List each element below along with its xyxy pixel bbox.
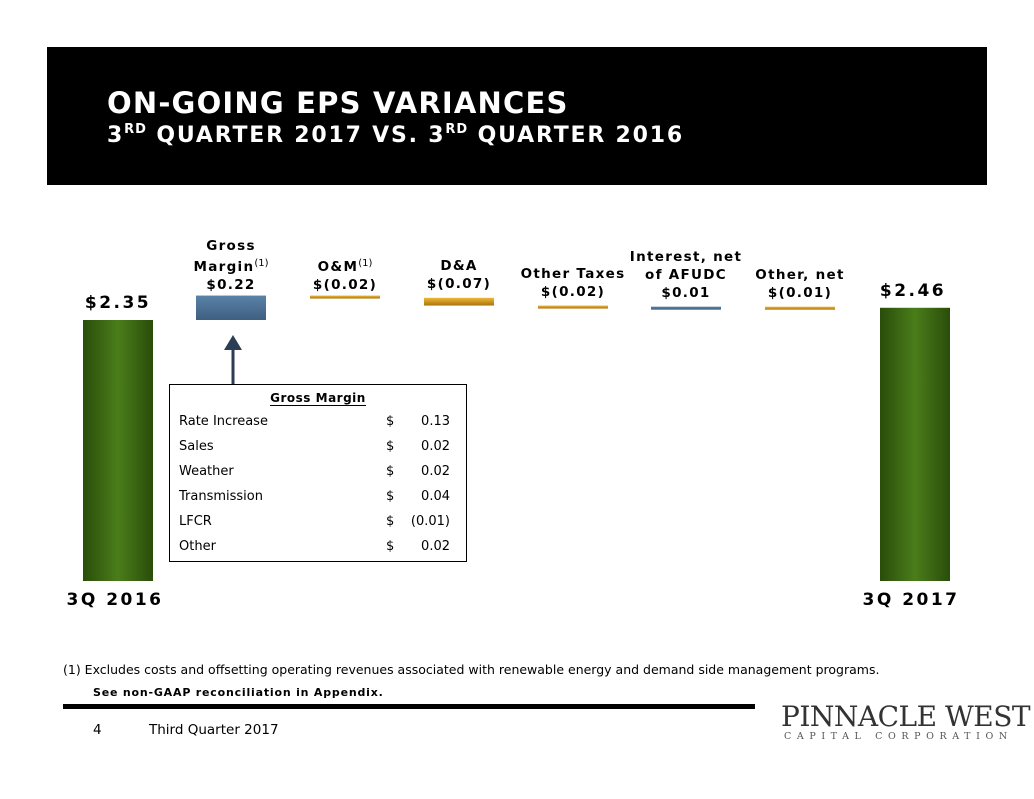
category-label-3q-2016: 3Q 2016	[66, 590, 163, 610]
breakdown-currency: $	[386, 464, 395, 479]
category-label-3q-2017: 3Q 2017	[862, 590, 959, 610]
breakdown-value: 0.02	[421, 439, 450, 454]
breakdown-currency: $	[386, 439, 395, 454]
footnote-marker: (1)	[358, 257, 373, 269]
breakdown-name: Rate Increase	[179, 414, 268, 429]
step-label-3: Other Taxes $(0.02)	[521, 265, 626, 301]
step-label-4: Interest, net of AFUDC $0.01	[630, 248, 743, 302]
bar-step-5	[765, 306, 835, 310]
title-banner	[47, 47, 987, 185]
non-gaap-note: See non-GAAP reconciliation in Appendix.	[93, 686, 384, 699]
breakdown-name: LFCR	[179, 514, 212, 529]
value-label-3q-2017: $2.46	[880, 281, 946, 301]
breakdown-row: Weather $0.02	[170, 464, 466, 484]
step-name-line: O&M	[317, 258, 359, 275]
company-logo: PINNACLE WEST	[781, 700, 1031, 733]
gross-margin-breakdown-box: Gross Margin Rate Increase $0.13 Sales $0.0…	[169, 384, 467, 562]
breakdown-row: Other $0.02	[170, 539, 466, 559]
step-value: $(0.01)	[767, 284, 833, 301]
breakdown-value: 0.02	[421, 539, 450, 554]
step-value: $(0.07)	[426, 275, 492, 292]
step-value: $0.22	[206, 276, 256, 293]
company-logo-subtitle: CAPITAL CORPORATION	[784, 731, 1013, 742]
value-label-3q-2016: $2.35	[85, 293, 151, 313]
eps-waterfall-chart	[83, 295, 950, 581]
category-text: 3Q 2017	[862, 590, 960, 610]
category-text: 3Q 2016	[66, 590, 164, 610]
breakdown-value: 0.04	[421, 489, 450, 504]
step-name-line: Margin	[193, 258, 255, 275]
step-value: $(0.02)	[540, 283, 606, 300]
value-text: $2.35	[84, 293, 152, 313]
page-title: ON-GOING EPS VARIANCES	[107, 86, 569, 120]
breakdown-name: Other	[179, 539, 216, 554]
step-name-line: of AFUDC	[645, 266, 727, 283]
bar-step-1	[310, 295, 380, 299]
bar-step-0	[196, 295, 266, 320]
gross-margin-box-title: Gross Margin	[270, 391, 366, 406]
breakdown-currency: $	[386, 414, 395, 429]
breakdown-value: 0.02	[421, 464, 450, 479]
gross-margin-arrow	[224, 335, 242, 384]
breakdown-currency: $	[386, 489, 395, 504]
step-label-1: O&M(1) $(0.02)	[313, 255, 377, 294]
breakdown-currency: $	[386, 514, 395, 529]
breakdown-row: Transmission $0.04	[170, 489, 466, 509]
footnote-marker: (1)	[254, 257, 269, 269]
step-label-0: Gross Margin(1) $0.22	[193, 237, 268, 294]
breakdown-name: Weather	[179, 464, 234, 479]
page-subtitle: 3RD QUARTER 2017 VS. 3RD QUARTER 2016	[107, 122, 684, 148]
step-name-line: D&A	[440, 257, 478, 274]
bar-step-2	[424, 297, 494, 306]
arrow-head-icon	[224, 335, 242, 350]
step-name-line: Gross	[206, 237, 256, 254]
breakdown-value: 0.13	[421, 414, 450, 429]
breakdown-row: LFCR $ (0.01)	[170, 514, 466, 534]
breakdown-row: Rate Increase $0.13	[170, 414, 466, 434]
page-number: 4	[93, 722, 102, 738]
breakdown-row: Sales $0.02	[170, 439, 466, 459]
footer-rule	[63, 704, 755, 709]
breakdown-name: Transmission	[179, 489, 263, 504]
step-value: $0.01	[661, 284, 711, 301]
step-name-line: Other Taxes	[520, 265, 626, 282]
breakdown-name: Sales	[179, 439, 214, 454]
value-text: $2.46	[879, 280, 947, 301]
bar-step-3	[538, 305, 608, 309]
step-name-line: Interest, net	[629, 248, 743, 265]
step-label-5: Other, net $(0.01)	[755, 266, 844, 302]
bar-step-4	[651, 306, 721, 310]
step-name-line: Other, net	[755, 266, 845, 283]
bar-3q-2017	[880, 307, 950, 581]
bar-3q-2016	[83, 320, 153, 581]
breakdown-value: (0.01)	[410, 514, 450, 529]
step-value: $(0.02)	[312, 276, 378, 293]
breakdown-currency: $	[386, 539, 395, 554]
step-label-2: D&A $(0.07)	[427, 257, 491, 293]
footnote: (1) Excludes costs and offsetting operat…	[63, 662, 880, 677]
footer-text: Third Quarter 2017	[149, 722, 279, 738]
